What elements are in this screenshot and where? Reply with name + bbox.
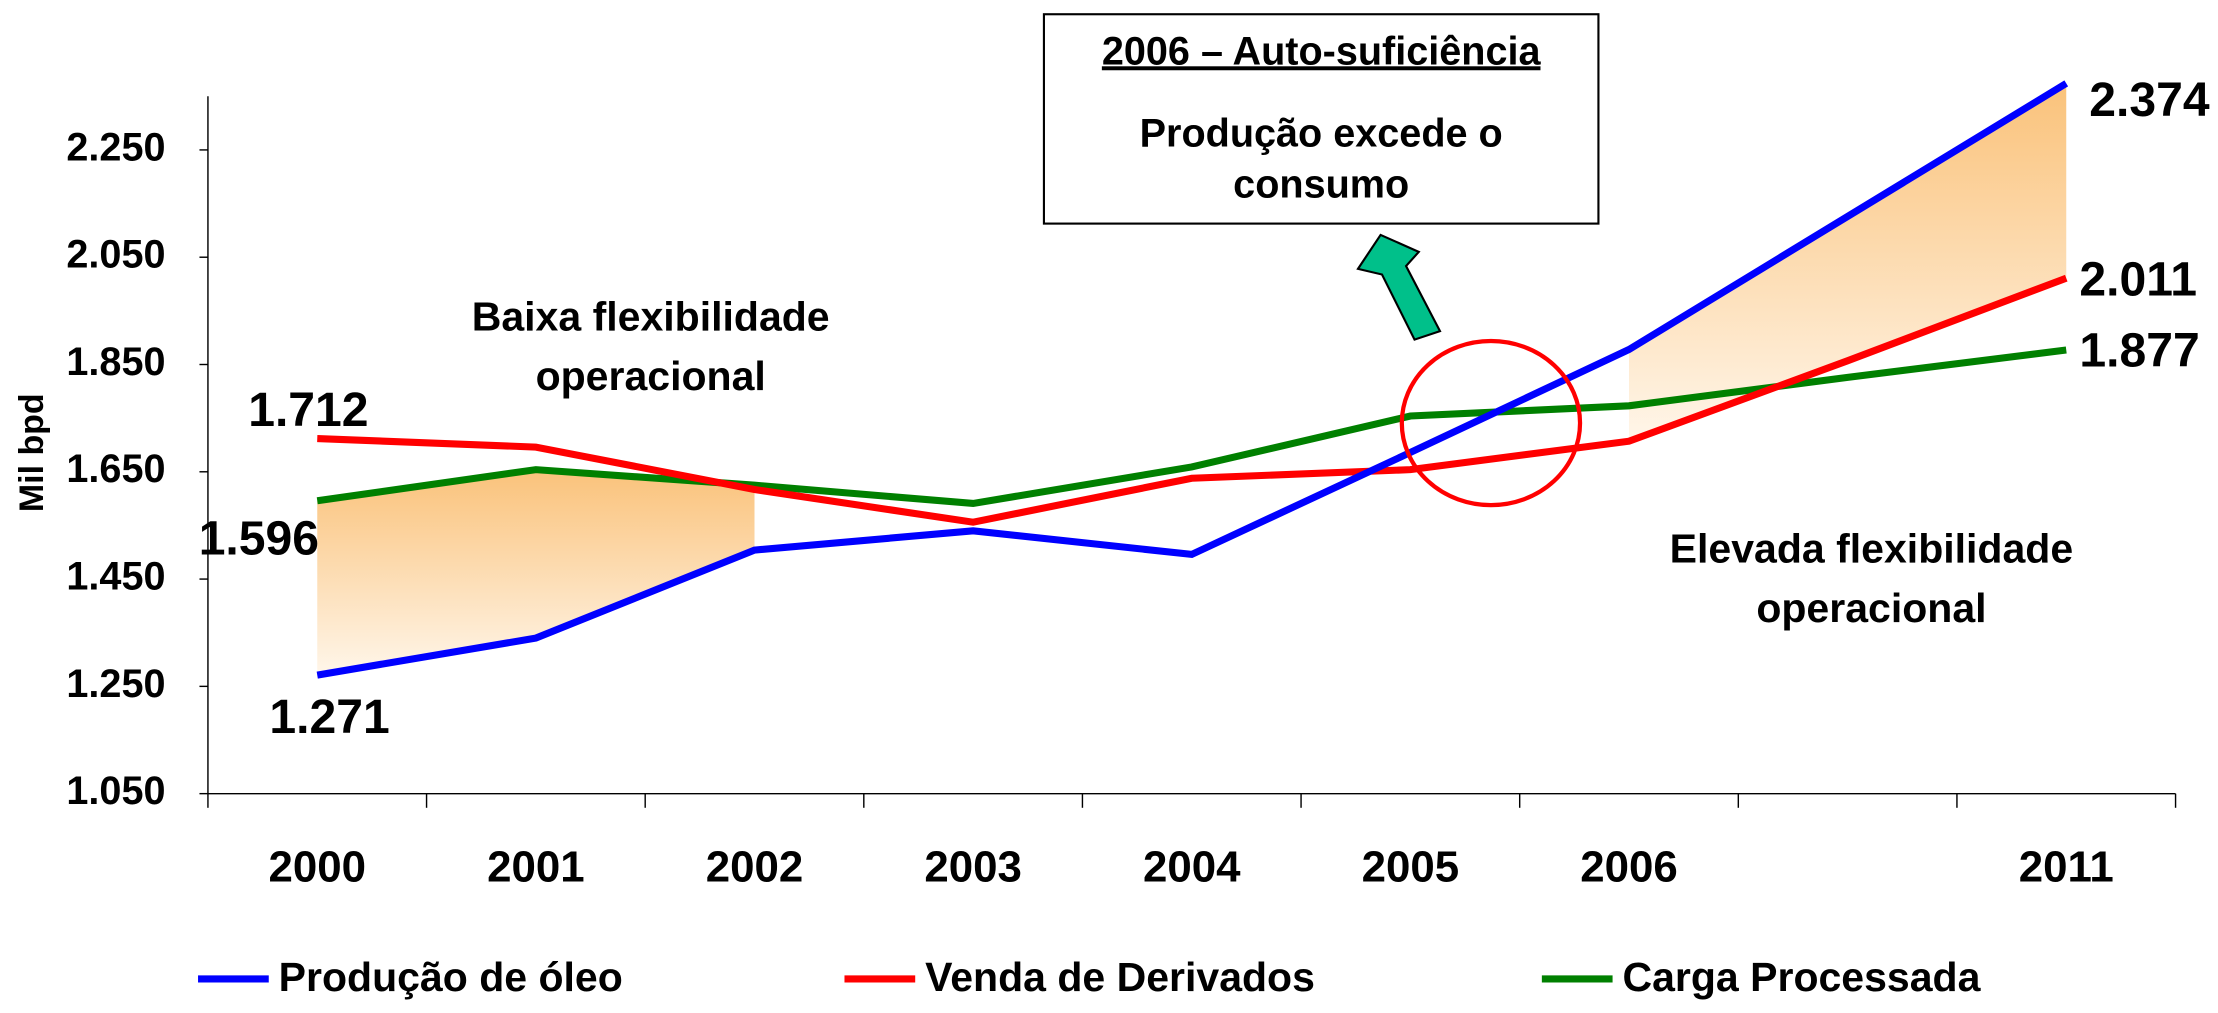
x-tick-label: 2005 — [1362, 843, 1460, 892]
arrow — [1356, 233, 1442, 341]
x-tick-label: 2011 — [2019, 843, 2114, 892]
box-text: consumo — [1233, 162, 1409, 206]
data-label: 2.011 — [2079, 253, 2197, 307]
y-tick-label: 1.450 — [66, 555, 165, 599]
data-label: 1.877 — [2079, 323, 2199, 377]
y-tick-label: 2.050 — [66, 233, 165, 277]
y-axis-label: Mil bpd — [13, 393, 51, 512]
legend-label: Venda de Derivados — [925, 954, 1315, 1000]
x-tick-label: 2003 — [924, 843, 1022, 892]
annotation-text: Elevada flexibilidade — [1670, 526, 2074, 572]
annotation-text: Baixa flexibilidade — [472, 294, 830, 340]
data-label: 2.374 — [2089, 73, 2210, 127]
box-title: 2006 – Auto-suficiência — [1102, 29, 1542, 73]
data-label: 1.271 — [269, 690, 389, 744]
x-tick-label: 2001 — [487, 843, 585, 892]
y-tick-label: 1.050 — [66, 769, 165, 813]
data-label: 1.712 — [248, 383, 368, 437]
box-text: Produção excede o — [1140, 111, 1503, 155]
x-tick-label: 2004 — [1143, 843, 1241, 892]
annotation-box — [1042, 13, 1600, 225]
y-tick-label: 2.250 — [66, 125, 165, 169]
y-tick-label: 1.250 — [66, 662, 165, 706]
annotation-text: operacional — [536, 353, 766, 399]
data-label: 1.596 — [199, 512, 319, 566]
x-tick-label: 2000 — [268, 843, 366, 892]
legend-label: Produção de óleo — [279, 954, 623, 1000]
series-line — [316, 80, 2069, 679]
x-tick-label: 2002 — [706, 843, 804, 892]
shaded-areas — [317, 83, 2067, 676]
shaded-area — [1629, 83, 2067, 442]
series-line — [317, 274, 2068, 526]
y-tick-label: 1.850 — [66, 340, 165, 384]
annotation-text: operacional — [1756, 585, 1986, 631]
highlight-circle — [1399, 338, 1583, 508]
legend-label: Carga Processada — [1622, 954, 1981, 1000]
shaded-area — [317, 469, 755, 676]
y-tick-label: 1.650 — [66, 447, 165, 491]
x-tick-label: 2006 — [1580, 843, 1678, 892]
